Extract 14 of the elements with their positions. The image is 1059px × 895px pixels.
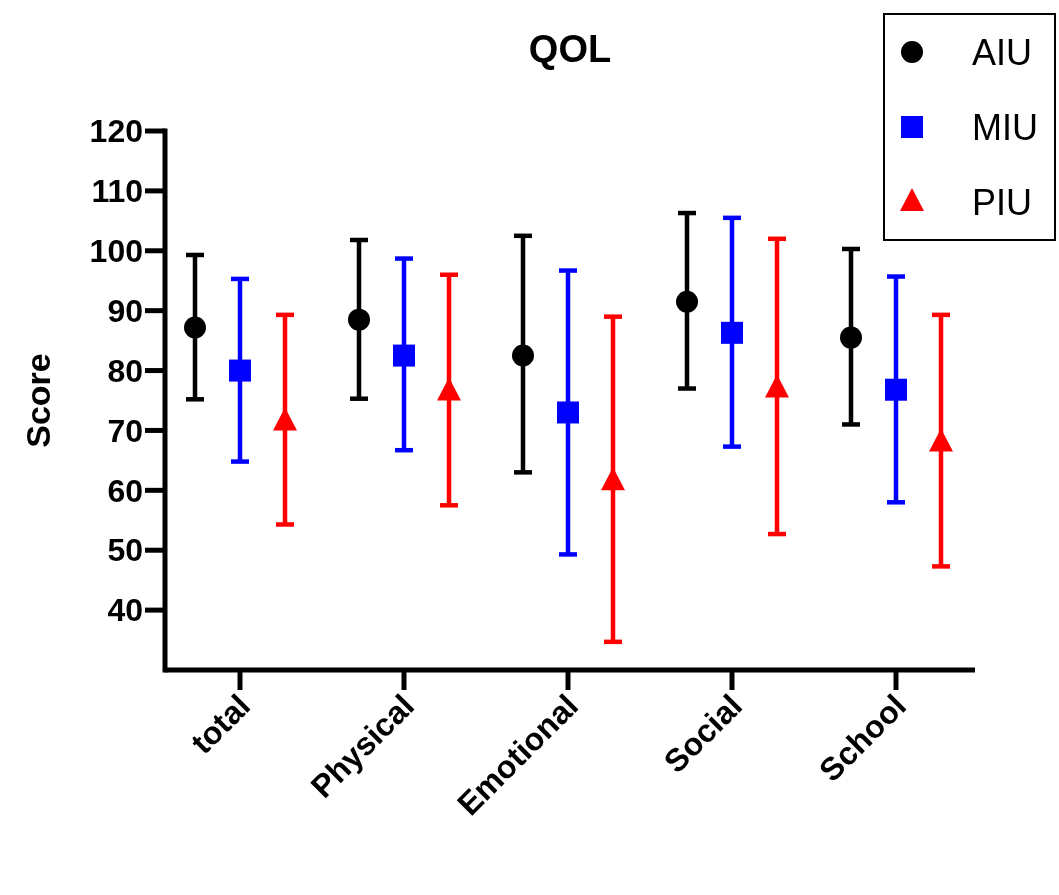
y-axis-title: Score [19,353,57,448]
legend-label: AIU [972,31,1033,73]
y-tick-label: 40 [107,592,143,629]
y-tick-label: 110 [91,173,143,210]
chart-title: QOL [528,28,612,70]
y-tick-label: 50 [107,532,143,569]
legend-label: PIU [972,181,1033,223]
y-tick-label: 70 [107,412,143,449]
y-tick-label: 90 [107,292,143,329]
y-tick-label: 60 [107,472,143,509]
y-tick-label: 80 [107,352,143,389]
y-tick-label: 100 [89,232,143,269]
y-tick-label: 120 [89,113,143,150]
legend-label: MIU [972,106,1038,148]
